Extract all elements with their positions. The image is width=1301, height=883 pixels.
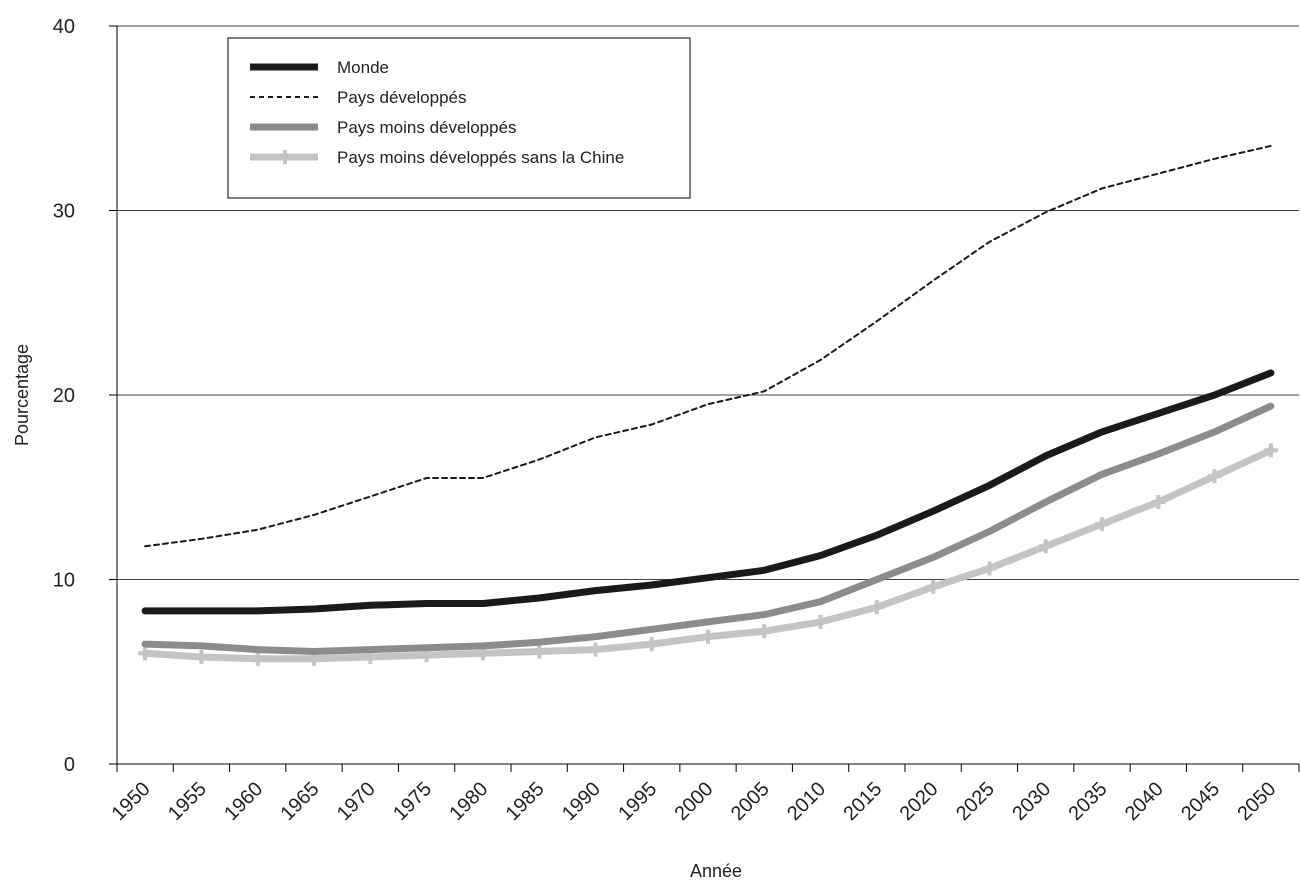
series-line-1 bbox=[144, 144, 1272, 548]
y-tick-labels: 0 10 20 30 40 bbox=[53, 16, 75, 776]
x-tick-label: 2050 bbox=[1233, 778, 1280, 825]
x-tick-label: 2045 bbox=[1177, 778, 1224, 825]
series-marker bbox=[644, 637, 659, 652]
y-tick-label: 10 bbox=[53, 570, 75, 592]
series-marker bbox=[926, 579, 941, 594]
y-tick-label: 0 bbox=[64, 754, 75, 776]
series-marker bbox=[1263, 443, 1278, 458]
x-tick-label: 2020 bbox=[896, 778, 943, 825]
series-marker bbox=[588, 642, 603, 657]
series-line-2 bbox=[141, 402, 1275, 655]
legend-label: Pays moins développés bbox=[337, 118, 517, 137]
series-lines bbox=[138, 144, 1278, 666]
legend-label: Pays développés bbox=[337, 88, 466, 107]
y-tick-label: 30 bbox=[53, 201, 75, 223]
x-tick-label: 2010 bbox=[783, 778, 830, 825]
series-marker bbox=[250, 651, 265, 666]
series-marker bbox=[1038, 539, 1053, 554]
x-tick-label: 1995 bbox=[614, 778, 661, 825]
series-marker bbox=[701, 629, 715, 644]
x-tick-labels: 1950 1955 1960 1965 1970 1975 1980 1985 1990 1995… bbox=[108, 778, 1281, 825]
x-tick-label: 2025 bbox=[952, 778, 999, 825]
x-tick-label: 2040 bbox=[1121, 778, 1168, 825]
x-tick-label: 1955 bbox=[164, 778, 211, 825]
x-tick-label: 2000 bbox=[671, 778, 718, 825]
x-tick-label: 1965 bbox=[277, 778, 324, 825]
y-tick-label: 40 bbox=[53, 16, 75, 38]
legend-label: Pays moins développés sans la Chine bbox=[337, 148, 624, 167]
series-marker bbox=[869, 600, 884, 615]
y-axis-title: Pourcentage bbox=[12, 344, 32, 446]
x-axis-title: Année bbox=[690, 861, 742, 881]
series-line-0 bbox=[141, 369, 1275, 615]
y-tick-label: 20 bbox=[53, 385, 75, 407]
x-tick-label: 2005 bbox=[727, 778, 774, 825]
series-marker bbox=[1207, 469, 1222, 484]
series-marker bbox=[194, 649, 209, 664]
legend: Monde Pays développés Pays moins développé… bbox=[227, 37, 691, 199]
legend-label: Monde bbox=[337, 58, 389, 77]
series-marker bbox=[813, 614, 828, 629]
x-tick-label: 1975 bbox=[389, 778, 436, 825]
series-marker bbox=[1151, 495, 1166, 510]
x-tick-label: 1985 bbox=[502, 778, 549, 825]
series-marker bbox=[138, 646, 153, 661]
x-tick-label: 1950 bbox=[108, 778, 155, 825]
axes bbox=[116, 26, 1299, 765]
x-tick-label: 1980 bbox=[445, 778, 492, 825]
x-tick-label: 1960 bbox=[220, 778, 267, 825]
x-tick-label: 2030 bbox=[1008, 778, 1055, 825]
grid-lines bbox=[109, 25, 1300, 772]
series-marker bbox=[757, 624, 772, 639]
x-tick-label: 1990 bbox=[558, 778, 605, 825]
series-marker bbox=[532, 644, 547, 659]
series-line-3 bbox=[141, 446, 1275, 663]
series-marker bbox=[1095, 517, 1109, 532]
x-tick-label: 2015 bbox=[839, 778, 886, 825]
series-marker bbox=[982, 561, 997, 576]
x-tick-label: 1970 bbox=[333, 778, 380, 825]
x-tick-label: 2035 bbox=[1065, 778, 1112, 825]
